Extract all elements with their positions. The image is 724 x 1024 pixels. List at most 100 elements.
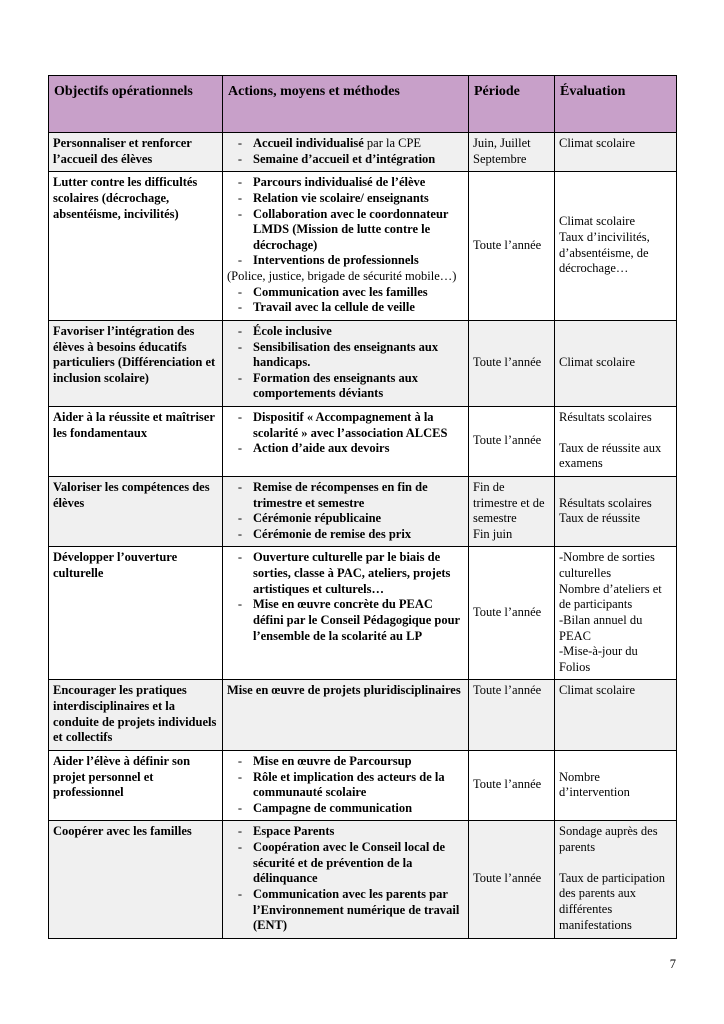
action-item: - Coopération avec le Conseil local de sé…: [227, 840, 463, 887]
bullet-dash-icon: -: [237, 175, 243, 190]
action-text: Mise en œuvre concrète du PEAC défini pa…: [253, 597, 463, 644]
period-line: Fin de trimestre et de semestre: [473, 479, 545, 526]
action-item: - Cérémonie de remise des prix: [227, 527, 463, 543]
action-item: - Dispositif « Accompagnement à la scolar…: [227, 410, 463, 441]
objective-cell: Développer l’ouverture culturelle: [48, 546, 223, 681]
objectives-table: Objectifs opérationnels Actions, moyens …: [48, 75, 677, 939]
period-cell: Toute l’année: [468, 319, 555, 408]
bullet-dash-icon: -: [237, 410, 243, 424]
bullet-dash-icon: -: [237, 136, 243, 150]
action-item: - Formation des enseignants aux comportem…: [227, 371, 463, 402]
evaluation-line: Résultats scolaires: [559, 495, 652, 510]
action-text: Sensibilisation des enseignants aux hand…: [253, 340, 463, 371]
period-line: Toute l’année: [473, 237, 542, 252]
bullet-dash-icon: -: [237, 284, 243, 299]
evaluation-cell: Sondage auprès des parents Taux de partic…: [554, 820, 677, 939]
objective-cell: Aider l’élève à définir son projet perso…: [48, 749, 223, 822]
bullet-dash-icon: -: [237, 253, 243, 268]
action-item: - Remise de récompenses en fin de trimest…: [227, 480, 463, 511]
action-item: Mise en œuvre de projets pluridisciplina…: [227, 683, 463, 699]
evaluation-cell: -Nombre de sorties culturelles Nombre d’a…: [554, 546, 677, 681]
bullet-dash-icon: -: [237, 190, 243, 205]
evaluation-cell: Résultats scolaires Taux de réussite aux …: [554, 406, 677, 477]
actions-cell: - Accueil individualisé par la CPE - Semain…: [222, 131, 469, 173]
period-line: Toute l’année: [473, 777, 542, 792]
action-text: Remise de récompenses en fin de trimestr…: [253, 480, 463, 511]
evaluation-cell: Climat scolaire: [554, 131, 677, 173]
period-cell: Toute l’année: [468, 749, 555, 822]
objective-cell: Coopérer avec les familles: [48, 820, 223, 939]
action-text: Communication avec les familles: [253, 285, 463, 301]
action-text-bold: Dispositif « Accompagnement à la scolari…: [253, 410, 448, 440]
action-text-bold: Cérémonie de remise des prix: [253, 526, 412, 541]
action-text: École inclusive: [253, 324, 463, 340]
evaluation-line: -Bilan annuel du PEAC: [559, 612, 643, 643]
table-body: Personnaliser et renforcer l’accueil des…: [48, 131, 677, 939]
action-text-bold: Rôle et implication des acteurs de la co…: [253, 769, 445, 800]
bullet-dash-icon: -: [237, 339, 243, 354]
period-cell: Fin de trimestre et de semestre Fin juin: [468, 475, 555, 548]
action-text: Dispositif « Accompagnement à la scolari…: [253, 410, 463, 441]
actions-cell: - Parcours individualisé de l’élève - Relat…: [222, 171, 469, 321]
header-objectifs: Objectifs opérationnels: [48, 75, 223, 133]
bullet-dash-icon: -: [237, 753, 243, 768]
bullet-dash-icon: -: [237, 511, 243, 526]
action-text-bold: Mise en œuvre concrète du PEAC défini pa…: [253, 597, 460, 643]
objective-cell: Aider à la réussite et maîtriser les fon…: [48, 406, 223, 477]
action-text-bold: Relation vie scolaire/ enseignants: [253, 190, 429, 205]
objective-text: Développer l’ouverture culturelle: [53, 550, 178, 580]
table-row: Développer l’ouverture culturelle - Ouvert…: [48, 546, 677, 681]
action-item: - Espace Parents: [227, 824, 463, 840]
evaluation-line: Climat scolaire: [559, 683, 636, 698]
action-text-bold: Action d’aide aux devoirs: [253, 441, 390, 456]
bullet-dash-icon: -: [237, 597, 243, 612]
action-item: - Parcours individualisé de l’élève: [227, 175, 463, 191]
action-text-bold: Parcours individualisé de l’élève: [253, 175, 426, 190]
evaluation-line: -Nombre de sorties culturelles: [559, 550, 655, 580]
action-text-bold: Mise en œuvre de Parcoursup: [253, 753, 412, 768]
bullet-dash-icon: -: [237, 526, 243, 541]
evaluation-line: Taux de réussite aux examens: [559, 440, 662, 471]
objective-text: Favoriser l’intégration des élèves à bes…: [53, 323, 216, 385]
period-line: Toute l’année: [473, 683, 542, 698]
action-text: Espace Parents: [253, 824, 463, 840]
action-text: Cérémonie de remise des prix: [253, 527, 463, 543]
table-row: Aider à la réussite et maîtriser les fon…: [48, 406, 677, 477]
action-text: Collaboration avec le coordonnateur LMDS…: [253, 207, 463, 254]
action-item: - Action d’aide aux devoirs: [227, 441, 463, 457]
action-text-bold: Travail avec la cellule de veille: [253, 300, 415, 315]
action-text: Coopération avec le Conseil local de séc…: [253, 840, 463, 887]
table-row: Personnaliser et renforcer l’accueil des…: [48, 131, 677, 173]
period-line: Toute l’année: [473, 355, 542, 370]
page-number: 7: [669, 957, 676, 971]
action-item: - Communication avec les familles: [227, 285, 463, 301]
action-text: Formation des enseignants aux comporteme…: [253, 371, 463, 402]
action-item: - Sensibilisation des enseignants aux han…: [227, 340, 463, 371]
bullet-dash-icon: -: [237, 886, 243, 901]
action-text-bold: Communication avec les familles: [253, 284, 428, 299]
evaluation-cell: Climat scolaire Taux d’incivilités, d’abs…: [554, 171, 677, 321]
period-cell: Toute l’année: [468, 546, 555, 681]
evaluation-cell: Résultats scolaires Taux de réussite: [554, 475, 677, 548]
bullet-dash-icon: -: [237, 769, 243, 784]
header-evaluation: Évaluation: [554, 75, 677, 133]
table-row: Favoriser l’intégration des élèves à bes…: [48, 319, 677, 408]
action-item: - Rôle et implication des acteurs de la c…: [227, 770, 463, 801]
bullet-dash-icon: -: [237, 151, 243, 166]
actions-cell: - Espace Parents - Coopération avec le Cons…: [222, 820, 469, 939]
period-cell: Toute l’année: [468, 406, 555, 477]
bullet-dash-icon: -: [237, 206, 243, 221]
action-text-bold: Mise en œuvre de projets pluridisciplina…: [227, 683, 461, 698]
bullet-dash-icon: -: [237, 441, 243, 456]
action-text-bold: Communication avec les parents par l’Env…: [253, 886, 460, 933]
actions-cell: - Ouverture culturelle par le biais de so…: [222, 546, 469, 681]
period-line: Toute l’année: [473, 433, 542, 448]
action-item: - Relation vie scolaire/ enseignants: [227, 191, 463, 207]
action-text-bold: Semaine d’accueil et d’intégration: [253, 151, 436, 166]
action-text-regular: par la CPE: [363, 136, 422, 150]
action-text: Semaine d’accueil et d’intégration: [253, 152, 463, 168]
evaluation-line: Climat scolaire: [559, 214, 636, 229]
action-item: - Travail avec la cellule de veille: [227, 300, 463, 316]
action-text: Relation vie scolaire/ enseignants: [253, 191, 463, 207]
objective-text: Coopérer avec les familles: [53, 824, 192, 839]
